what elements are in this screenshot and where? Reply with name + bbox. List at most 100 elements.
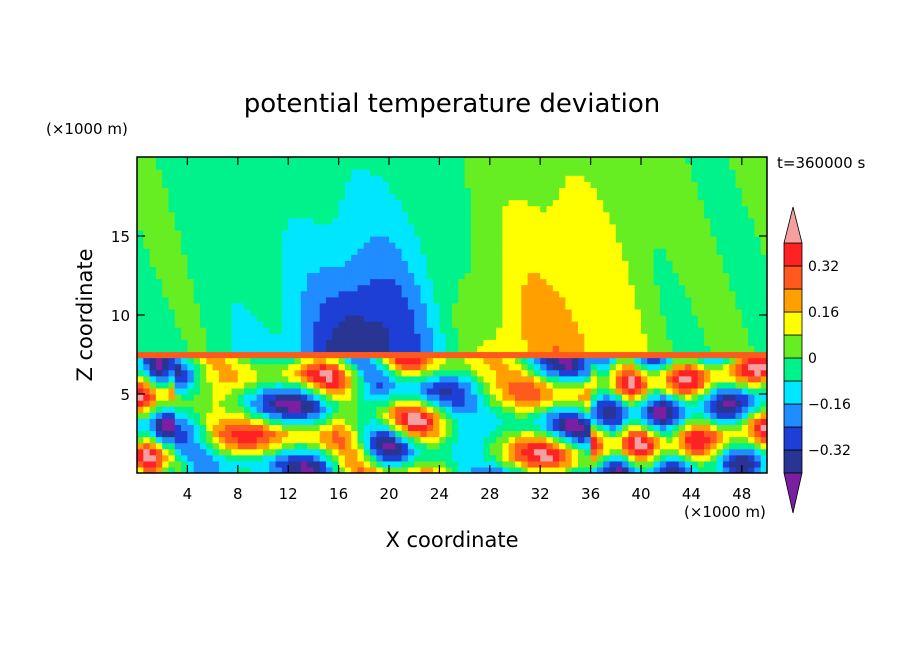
contour-cell bbox=[162, 290, 170, 298]
contour-cell bbox=[615, 296, 623, 304]
contour-cell bbox=[452, 400, 459, 407]
contour-cell bbox=[533, 315, 541, 322]
contour-cell bbox=[338, 333, 346, 340]
contour-cell bbox=[634, 248, 642, 255]
contour-cell bbox=[143, 387, 151, 395]
contour-cell bbox=[288, 460, 296, 468]
contour-cell bbox=[307, 181, 314, 188]
contour-cell bbox=[200, 454, 207, 462]
contour-cell bbox=[439, 248, 447, 255]
contour-cell bbox=[710, 229, 718, 237]
contour-cell bbox=[439, 339, 447, 346]
contour-cell bbox=[716, 369, 724, 377]
contour-cell bbox=[603, 199, 611, 207]
contour-cell bbox=[722, 375, 730, 383]
contour-cell bbox=[704, 193, 711, 201]
contour-cell bbox=[137, 333, 144, 340]
contour-cell bbox=[496, 229, 503, 237]
contour-cell bbox=[414, 327, 422, 334]
contour-cell bbox=[376, 466, 384, 473]
contour-cell bbox=[452, 302, 459, 310]
contour-cell bbox=[489, 284, 497, 292]
contour-cell bbox=[357, 351, 365, 359]
contour-cell bbox=[414, 406, 422, 413]
contour-cell bbox=[603, 387, 611, 395]
contour-cell bbox=[666, 248, 674, 255]
contour-cell bbox=[672, 315, 680, 322]
contour-cell bbox=[181, 254, 188, 261]
contour-cell bbox=[344, 223, 352, 231]
contour-cell bbox=[307, 412, 314, 419]
contour-cell bbox=[540, 236, 548, 243]
contour-cell bbox=[281, 448, 289, 456]
contour-cell bbox=[300, 254, 308, 261]
contour-cell bbox=[729, 290, 737, 298]
contour-cell bbox=[483, 308, 491, 316]
contour-cell bbox=[357, 369, 365, 377]
contour-cell bbox=[697, 406, 705, 413]
contour-cell bbox=[155, 436, 163, 444]
contour-cell bbox=[288, 260, 296, 267]
contour-cell bbox=[533, 205, 541, 213]
contour-cell bbox=[659, 284, 667, 292]
contour-cell bbox=[672, 460, 680, 468]
contour-cell bbox=[294, 296, 302, 304]
contour-cell bbox=[571, 448, 579, 456]
contour-cell bbox=[389, 284, 396, 292]
contour-cell bbox=[288, 418, 296, 425]
contour-cell bbox=[200, 387, 207, 395]
contour-cell bbox=[622, 430, 629, 438]
contour-cell bbox=[716, 333, 724, 340]
contour-cell bbox=[445, 163, 453, 170]
contour-cell bbox=[313, 430, 321, 438]
contour-cell bbox=[294, 363, 302, 371]
contour-cell bbox=[313, 308, 321, 316]
contour-cell bbox=[376, 181, 384, 188]
contour-cell bbox=[578, 363, 585, 371]
contour-cell bbox=[281, 290, 289, 298]
contour-cell bbox=[307, 345, 314, 353]
contour-cell bbox=[716, 394, 724, 401]
contour-cell bbox=[332, 217, 340, 225]
contour-cell bbox=[584, 442, 592, 450]
contour-cell bbox=[540, 248, 548, 255]
contour-cell bbox=[200, 466, 207, 473]
contour-cell bbox=[225, 394, 233, 401]
contour-cell bbox=[307, 406, 314, 413]
contour-cell bbox=[603, 211, 611, 219]
contour-cell bbox=[445, 381, 453, 389]
contour-cell bbox=[483, 351, 491, 359]
contour-cell bbox=[565, 223, 573, 231]
contour-cell bbox=[344, 260, 352, 267]
contour-cell bbox=[678, 169, 686, 176]
contour-cell bbox=[735, 315, 743, 322]
contour-cell bbox=[678, 412, 686, 419]
contour-cell bbox=[263, 284, 270, 292]
contour-cell bbox=[256, 315, 264, 322]
contour-cell bbox=[313, 387, 321, 395]
contour-cell bbox=[294, 387, 302, 395]
contour-cell bbox=[395, 327, 403, 334]
contour-cell bbox=[439, 406, 447, 413]
contour-cell bbox=[168, 454, 176, 462]
contour-cell bbox=[521, 181, 529, 188]
contour-cell bbox=[206, 211, 214, 219]
contour-cell bbox=[206, 223, 214, 231]
contour-cell bbox=[445, 181, 453, 188]
contour-cell bbox=[634, 430, 642, 438]
contour-cell bbox=[263, 357, 270, 365]
contour-cell bbox=[647, 290, 655, 298]
contour-cell bbox=[578, 339, 585, 346]
contour-cell bbox=[678, 442, 686, 450]
contour-cell bbox=[552, 394, 560, 401]
contour-cell bbox=[452, 260, 459, 267]
contour-cell bbox=[401, 345, 409, 353]
contour-cell bbox=[389, 333, 396, 340]
contour-cell bbox=[647, 157, 655, 164]
contour-cell bbox=[193, 187, 201, 195]
contour-cell bbox=[433, 430, 440, 438]
contour-cell bbox=[735, 454, 743, 462]
contour-cell bbox=[414, 321, 422, 328]
contour-cell bbox=[420, 430, 428, 438]
contour-cell bbox=[143, 466, 151, 473]
